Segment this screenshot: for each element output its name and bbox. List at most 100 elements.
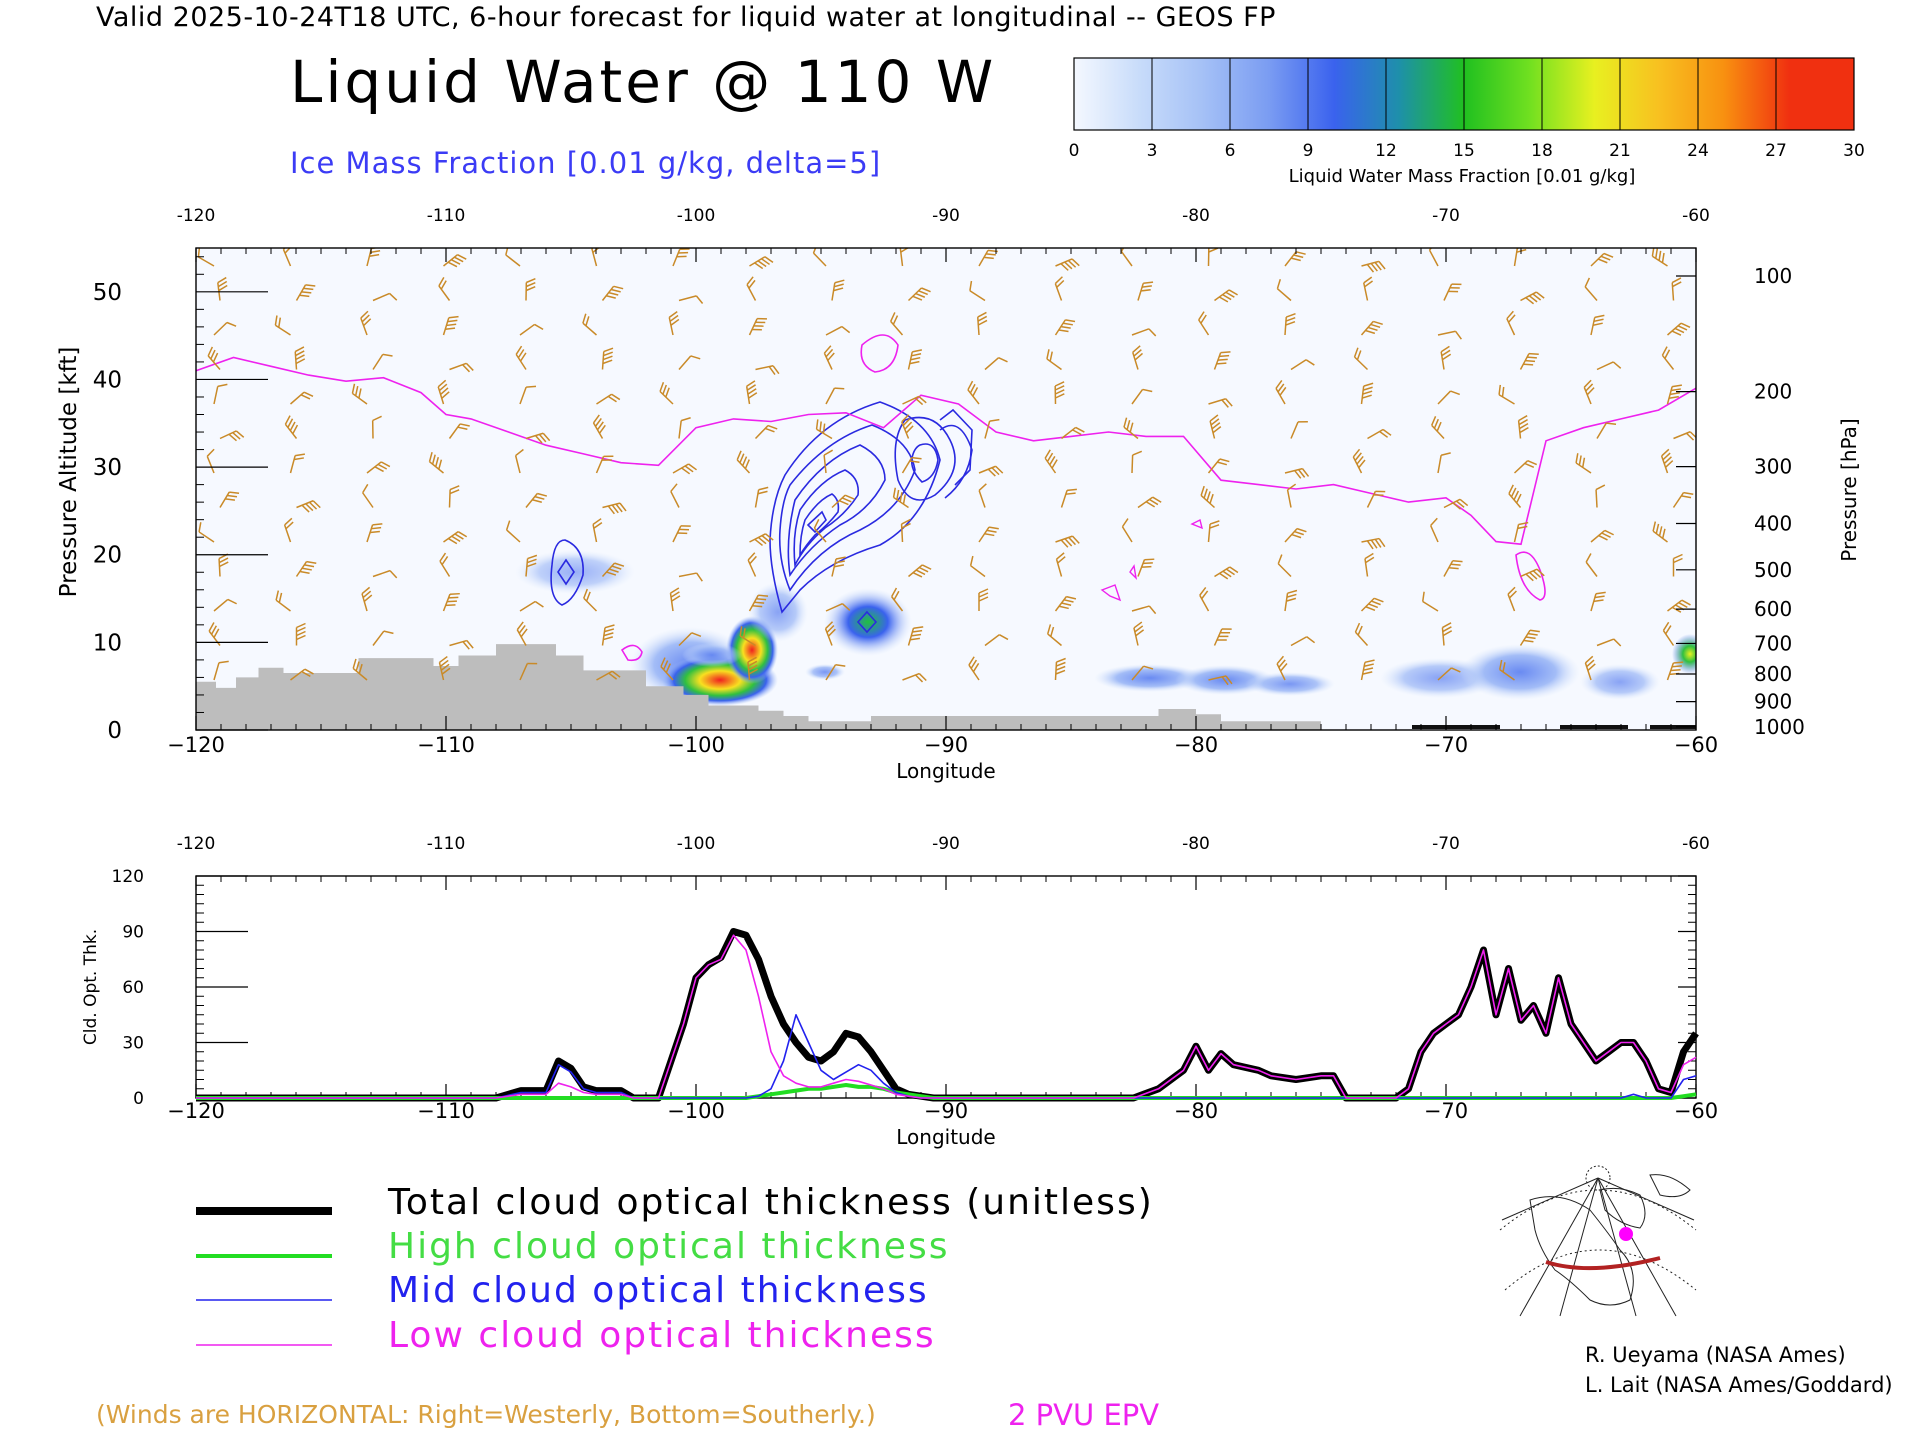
wind-barb bbox=[984, 418, 1000, 439]
mid-cloud-line bbox=[196, 1014, 1697, 1099]
wind-barb bbox=[1666, 661, 1684, 681]
wind-barb bbox=[825, 387, 845, 405]
wind-barb bbox=[1277, 554, 1292, 578]
x-tick-label: −80 bbox=[1174, 733, 1218, 757]
wind-barb bbox=[295, 560, 317, 577]
wind-barb bbox=[678, 632, 702, 647]
wind-barb bbox=[1044, 449, 1058, 474]
wind-barb bbox=[1054, 276, 1065, 301]
colorbar-segment bbox=[1464, 58, 1530, 130]
wind-barb bbox=[1360, 382, 1374, 405]
legend-label-low: Low cloud optical thickness bbox=[388, 1315, 936, 1356]
y-axis-label: Cld. Opt. Thk. bbox=[81, 929, 101, 1045]
wind-barb bbox=[1198, 311, 1210, 336]
wind-barb bbox=[449, 362, 474, 373]
wind-barb bbox=[900, 518, 911, 543]
wind-barb bbox=[1517, 415, 1529, 439]
x-top-tick-label: -100 bbox=[677, 206, 716, 226]
wind-barb bbox=[746, 276, 757, 301]
wind-barb bbox=[670, 483, 680, 508]
wind-barb bbox=[1214, 566, 1239, 580]
wind-barb bbox=[197, 248, 215, 267]
wind-barb bbox=[516, 621, 528, 646]
colorbar-tick-label: 30 bbox=[1843, 141, 1865, 161]
wind-barb bbox=[1437, 452, 1451, 474]
wind-barb bbox=[289, 453, 306, 474]
x-tick-label: −70 bbox=[1424, 733, 1468, 757]
wind-barb bbox=[525, 554, 538, 577]
y-tick-label: 30 bbox=[93, 455, 122, 481]
y-tick-label: 30 bbox=[122, 1034, 144, 1054]
wind-barb bbox=[1366, 490, 1386, 508]
wind-barb bbox=[275, 590, 291, 612]
x-tick-label: −60 bbox=[1674, 733, 1718, 757]
colorbar-label: Liquid Water Mass Fraction [0.01 g/kg] bbox=[1289, 166, 1636, 187]
colorbar-segment bbox=[1594, 58, 1660, 130]
wind-barb bbox=[219, 491, 240, 508]
x-axis-label: Longitude bbox=[896, 759, 995, 783]
pressure-tick-label: 1000 bbox=[1754, 715, 1805, 739]
wind-barb bbox=[295, 284, 316, 301]
wind-barb bbox=[672, 248, 690, 267]
wind-barb bbox=[1061, 426, 1085, 440]
wind-barb bbox=[519, 323, 544, 336]
wind-barb bbox=[1595, 484, 1606, 508]
x-top-tick-label: -80 bbox=[1182, 206, 1210, 226]
wind-barb bbox=[1367, 428, 1392, 440]
wind-barb bbox=[1507, 586, 1517, 612]
colorbar-segment bbox=[1529, 58, 1595, 130]
wind-barb bbox=[902, 395, 927, 406]
colorbar-segment bbox=[1269, 58, 1335, 130]
wind-barb bbox=[207, 346, 221, 370]
wind-barb bbox=[984, 634, 1009, 647]
pressure-tick-label: 400 bbox=[1754, 511, 1792, 535]
wind-barb bbox=[372, 353, 393, 370]
wind-barb bbox=[1276, 655, 1288, 681]
wind-barb bbox=[1443, 560, 1463, 577]
wind-barb bbox=[1132, 345, 1144, 370]
wind-barb bbox=[678, 355, 701, 370]
wind-barb bbox=[678, 295, 704, 304]
wind-barb bbox=[1443, 283, 1462, 301]
wind-barb bbox=[296, 500, 321, 513]
wind-barb bbox=[984, 357, 1008, 371]
colorbar-segment bbox=[1399, 58, 1465, 130]
wind-barb bbox=[815, 419, 833, 440]
wind-barb bbox=[1123, 417, 1139, 440]
credit-line-1: R. Ueyama (NASA Ames) bbox=[1585, 1343, 1846, 1367]
x-top-tick-label: -60 bbox=[1682, 206, 1710, 226]
wind-barb bbox=[678, 417, 691, 439]
wind-barb bbox=[372, 292, 398, 302]
wind-barb bbox=[978, 465, 1004, 477]
wind-barb bbox=[1364, 552, 1375, 577]
low-cloud-line bbox=[196, 934, 1697, 1099]
wind-barb bbox=[1437, 330, 1462, 340]
optical-thickness-lines bbox=[196, 928, 1699, 1102]
wind-barb bbox=[1120, 248, 1133, 267]
y-tick-label: 0 bbox=[107, 718, 122, 744]
wind-barb bbox=[739, 626, 756, 647]
wind-barb bbox=[754, 486, 769, 508]
wind-barb bbox=[1133, 621, 1145, 646]
y-tick-label: 0 bbox=[133, 1089, 144, 1109]
wind-barb bbox=[284, 415, 299, 439]
colorbar-tick-label: 18 bbox=[1531, 141, 1553, 161]
wind-barb bbox=[747, 552, 757, 577]
wind-barb bbox=[449, 639, 474, 650]
wind-barb bbox=[747, 656, 758, 681]
wind-barb bbox=[213, 321, 237, 336]
wind-barb bbox=[1055, 552, 1066, 577]
x-tick-label: −90 bbox=[924, 1099, 968, 1123]
x-top-tick-label: -110 bbox=[427, 834, 466, 854]
x-top-tick-label: -120 bbox=[177, 834, 216, 854]
wind-barb bbox=[1131, 450, 1143, 474]
wind-barb bbox=[1054, 381, 1065, 405]
wind-barb bbox=[1207, 458, 1230, 474]
wind-barb bbox=[505, 520, 521, 543]
wind-barb bbox=[360, 310, 372, 336]
wind-barb bbox=[749, 256, 774, 270]
x-tick-label: −70 bbox=[1424, 1099, 1468, 1123]
wind-barb bbox=[1361, 260, 1386, 273]
y-tick-label: 60 bbox=[122, 978, 144, 998]
wind-barb bbox=[219, 430, 245, 442]
